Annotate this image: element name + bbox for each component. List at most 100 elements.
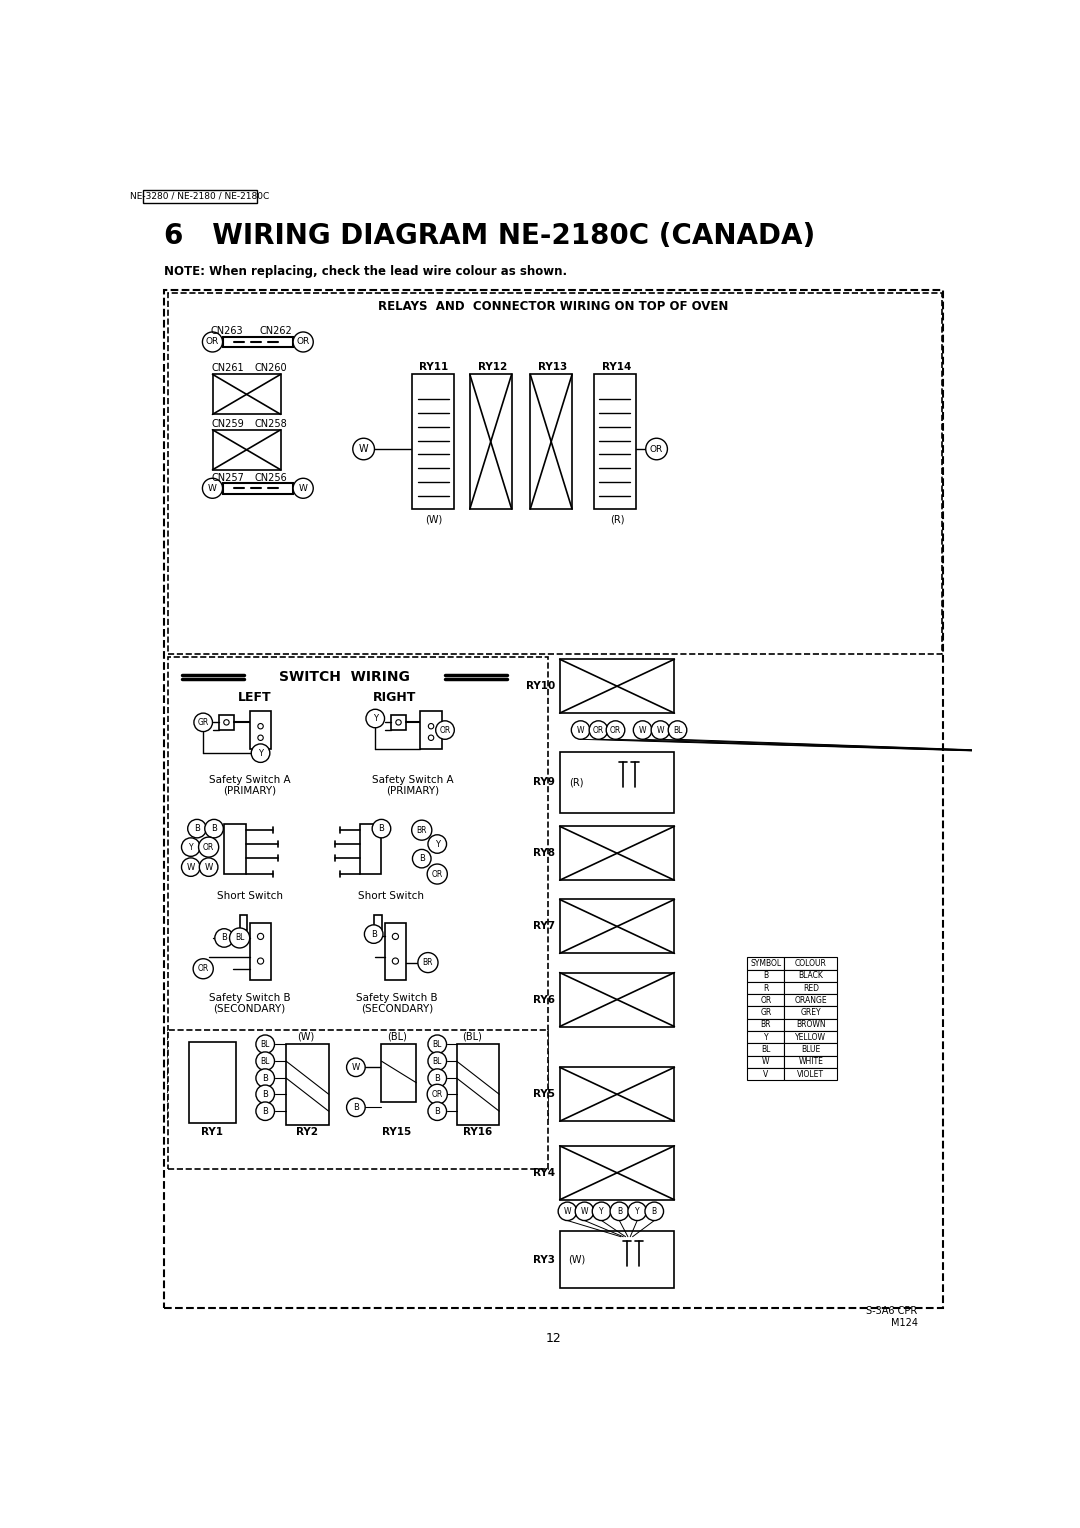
Circle shape [392,958,399,964]
Text: B: B [434,1106,441,1115]
Text: V: V [764,1070,769,1079]
Bar [784,1056,837,1068]
Text: CN256: CN256 [254,474,287,483]
Text: OR: OR [650,445,663,454]
Text: WHITE: WHITE [798,1057,823,1067]
Circle shape [576,1203,594,1221]
Text: B: B [617,1207,622,1216]
Circle shape [428,1070,446,1088]
Text: CN257: CN257 [212,474,244,483]
Circle shape [194,714,213,732]
Text: RY1: RY1 [202,1128,224,1137]
Circle shape [373,819,391,837]
Text: BL: BL [235,934,244,943]
Text: BLUE: BLUE [801,1045,821,1054]
Text: OR: OR [593,726,604,735]
Circle shape [590,721,608,740]
Text: W: W [639,726,646,735]
Circle shape [428,1085,447,1105]
Circle shape [651,721,670,740]
Text: BL: BL [260,1039,270,1048]
Circle shape [366,709,384,727]
Text: RY12: RY12 [478,362,508,371]
Text: OR: OR [610,726,621,735]
Bar [784,1007,837,1019]
Text: Y: Y [764,1033,768,1042]
Text: LEFT: LEFT [239,691,272,704]
Text: W: W [762,1057,770,1067]
Circle shape [256,1070,274,1088]
Text: GREY: GREY [800,1008,821,1018]
Text: GR: GR [198,718,208,727]
Text: RY7: RY7 [532,921,555,932]
Bar [747,995,784,1007]
Bar [784,970,837,983]
Text: RY9: RY9 [534,778,555,787]
Circle shape [257,934,264,940]
Text: RELAYS  AND  CONNECTOR WIRING ON TOP OF OVEN: RELAYS AND CONNECTOR WIRING ON TOP OF OV… [378,299,729,313]
Text: CN259: CN259 [212,419,244,429]
Bar [240,915,247,931]
Text: CN263: CN263 [211,325,243,336]
Text: Short Switch: Short Switch [357,891,423,900]
Text: (BL): (BL) [387,1031,407,1042]
Circle shape [256,1085,274,1103]
Text: Y: Y [373,714,378,723]
Circle shape [428,863,447,885]
Text: RY5: RY5 [534,1089,555,1099]
Circle shape [181,837,200,856]
Circle shape [428,1051,446,1071]
Text: Y: Y [258,749,264,758]
Bar [747,1019,784,1031]
Text: RY14: RY14 [603,362,632,371]
Text: OR: OR [760,996,771,1005]
Circle shape [606,721,625,740]
Text: OR: OR [206,338,219,347]
Circle shape [435,721,455,740]
Bar [189,1042,235,1123]
Text: VIOLET: VIOLET [797,1070,824,1079]
Text: 12: 12 [545,1332,562,1345]
Text: OR: OR [432,1089,443,1099]
Text: B: B [419,854,424,863]
Circle shape [200,857,218,877]
Bar [470,374,512,509]
Text: RIGHT: RIGHT [373,691,416,704]
Text: B: B [378,824,384,833]
Text: Safety Switch A: Safety Switch A [208,775,291,785]
Text: W: W [299,484,308,492]
Text: OR: OR [432,869,443,879]
Text: (R): (R) [569,778,584,787]
Text: W: W [352,1063,360,1071]
Circle shape [215,929,233,947]
Text: (W): (W) [424,515,442,524]
Text: W: W [204,863,213,871]
Bar [143,189,257,203]
Text: BL: BL [433,1057,442,1065]
Text: (W): (W) [568,1254,585,1265]
Bar [747,983,784,995]
Bar [168,657,548,1118]
Circle shape [258,735,264,741]
Text: 6   WIRING DIAGRAM NE-2180C (CANADA): 6 WIRING DIAGRAM NE-2180C (CANADA) [164,222,815,249]
Bar [225,824,246,874]
Bar [747,1068,784,1080]
Text: BL: BL [260,1057,270,1065]
Text: (R): (R) [610,515,624,524]
Text: RED: RED [802,984,819,993]
Circle shape [257,958,264,964]
Bar [457,1044,499,1125]
Text: CN261: CN261 [212,364,244,373]
Text: (W): (W) [297,1031,314,1042]
Bar [286,1044,328,1125]
Text: B: B [764,972,768,979]
Circle shape [224,720,229,726]
Text: NOTE: When replacing, check the lead wire colour as shown.: NOTE: When replacing, check the lead wir… [164,266,568,278]
Bar [559,827,674,880]
Bar [784,957,837,970]
Circle shape [558,1203,577,1221]
Bar [747,1007,784,1019]
Circle shape [428,1034,446,1053]
Text: OR: OR [440,726,450,735]
Text: OR: OR [297,338,310,347]
